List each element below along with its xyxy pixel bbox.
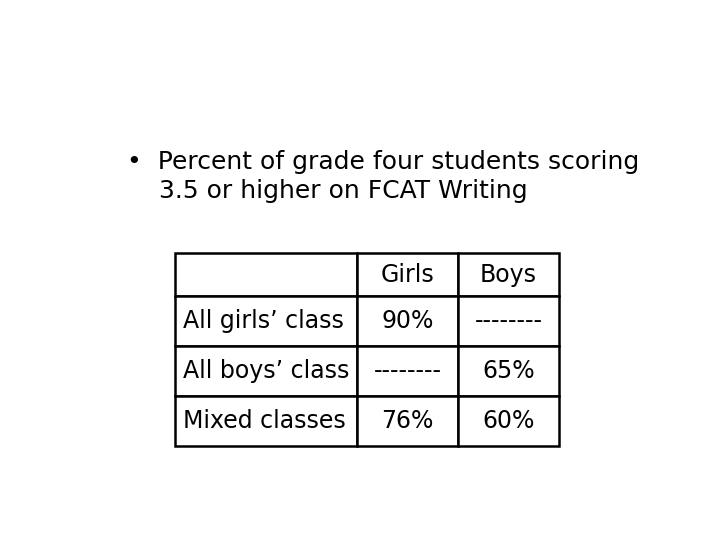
Bar	[175, 296, 357, 346]
Bar	[458, 396, 559, 446]
Bar	[357, 396, 458, 446]
Bar	[458, 253, 559, 296]
Bar	[357, 346, 458, 396]
Bar	[357, 296, 458, 346]
Bar	[175, 396, 357, 446]
Text: All girls’ class: All girls’ class	[183, 309, 344, 333]
Text: --------: --------	[374, 359, 442, 383]
Text: 60%: 60%	[482, 409, 535, 433]
Bar	[458, 296, 559, 346]
Text: 90%: 90%	[382, 309, 434, 333]
Text: •  Percent of grade four students scoring: • Percent of grade four students scoring	[127, 150, 639, 173]
Text: 65%: 65%	[482, 359, 535, 383]
Text: 76%: 76%	[382, 409, 434, 433]
Text: All boys’ class: All boys’ class	[183, 359, 349, 383]
Text: --------: --------	[474, 309, 542, 333]
Text: Mixed classes: Mixed classes	[183, 409, 346, 433]
Bar	[357, 253, 458, 296]
Bar	[175, 346, 357, 396]
Text: Girls: Girls	[381, 262, 435, 287]
Text: Boys: Boys	[480, 262, 537, 287]
Text: 3.5 or higher on FCAT Writing: 3.5 or higher on FCAT Writing	[127, 179, 528, 202]
Bar	[458, 346, 559, 396]
Bar	[175, 253, 357, 296]
